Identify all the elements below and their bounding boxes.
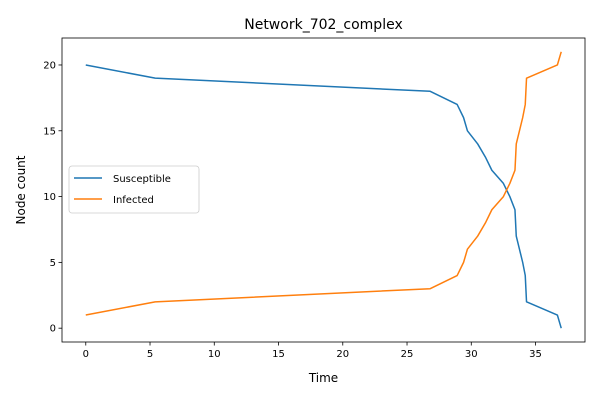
plot-frame [61, 37, 586, 343]
series-line-susceptible [85, 64, 562, 329]
x-tick-label: 15 [272, 349, 285, 360]
x-axis-label: Time [308, 371, 338, 385]
y-axis-label: Node count [14, 155, 28, 224]
x-tick-label: 25 [401, 349, 414, 360]
chart-title: Network_702_complex [244, 17, 403, 33]
legend-label-infected: Infected [113, 195, 154, 206]
x-axis-ticks: 0 5 10 15 20 25 30 35 [83, 342, 542, 360]
plot-area: 0 5 10 15 20 25 30 35 0 5 10 15 20 [43, 37, 586, 360]
series-line-infected [85, 51, 562, 316]
y-tick-label: 10 [43, 192, 56, 203]
y-tick-label: 5 [50, 258, 56, 269]
y-tick-label: 15 [43, 126, 56, 137]
x-tick-label: 20 [336, 349, 349, 360]
x-tick-label: 5 [147, 349, 153, 360]
y-axis-ticks: 0 5 10 15 20 [43, 60, 62, 335]
legend-label-susceptible: Susceptible [113, 174, 171, 185]
y-tick-label: 20 [43, 60, 56, 71]
x-tick-label: 0 [83, 349, 89, 360]
x-tick-label: 30 [465, 349, 478, 360]
legend: Susceptible Infected [68, 165, 200, 214]
series-layer [85, 51, 562, 329]
x-tick-label: 10 [208, 349, 221, 360]
x-tick-label: 35 [529, 349, 542, 360]
y-tick-label: 0 [50, 324, 56, 335]
